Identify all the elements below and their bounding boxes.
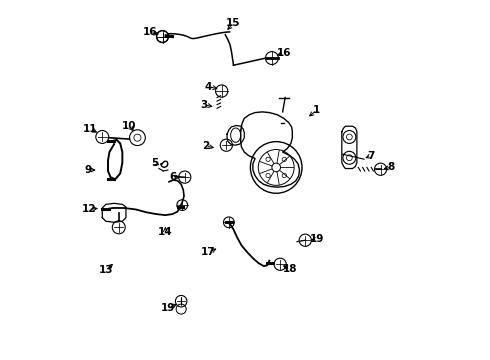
Text: 19: 19 <box>161 303 175 314</box>
Text: 2: 2 <box>202 141 209 151</box>
Text: 6: 6 <box>169 172 176 182</box>
Text: 9: 9 <box>84 165 92 175</box>
Text: 14: 14 <box>158 227 172 237</box>
Text: 3: 3 <box>200 100 207 110</box>
Text: 16: 16 <box>276 48 291 58</box>
Text: 10: 10 <box>122 121 137 131</box>
Text: 19: 19 <box>310 234 325 244</box>
Text: 7: 7 <box>368 150 375 161</box>
Text: 5: 5 <box>151 158 158 168</box>
Text: 15: 15 <box>226 18 241 28</box>
Text: 4: 4 <box>205 82 212 92</box>
Text: 1: 1 <box>313 105 320 115</box>
Text: 18: 18 <box>283 264 297 274</box>
Text: 11: 11 <box>83 124 98 134</box>
Text: 16: 16 <box>143 27 157 37</box>
Text: 12: 12 <box>82 204 96 215</box>
Text: 8: 8 <box>388 162 395 172</box>
Text: 17: 17 <box>201 247 216 257</box>
Text: 13: 13 <box>98 265 113 275</box>
